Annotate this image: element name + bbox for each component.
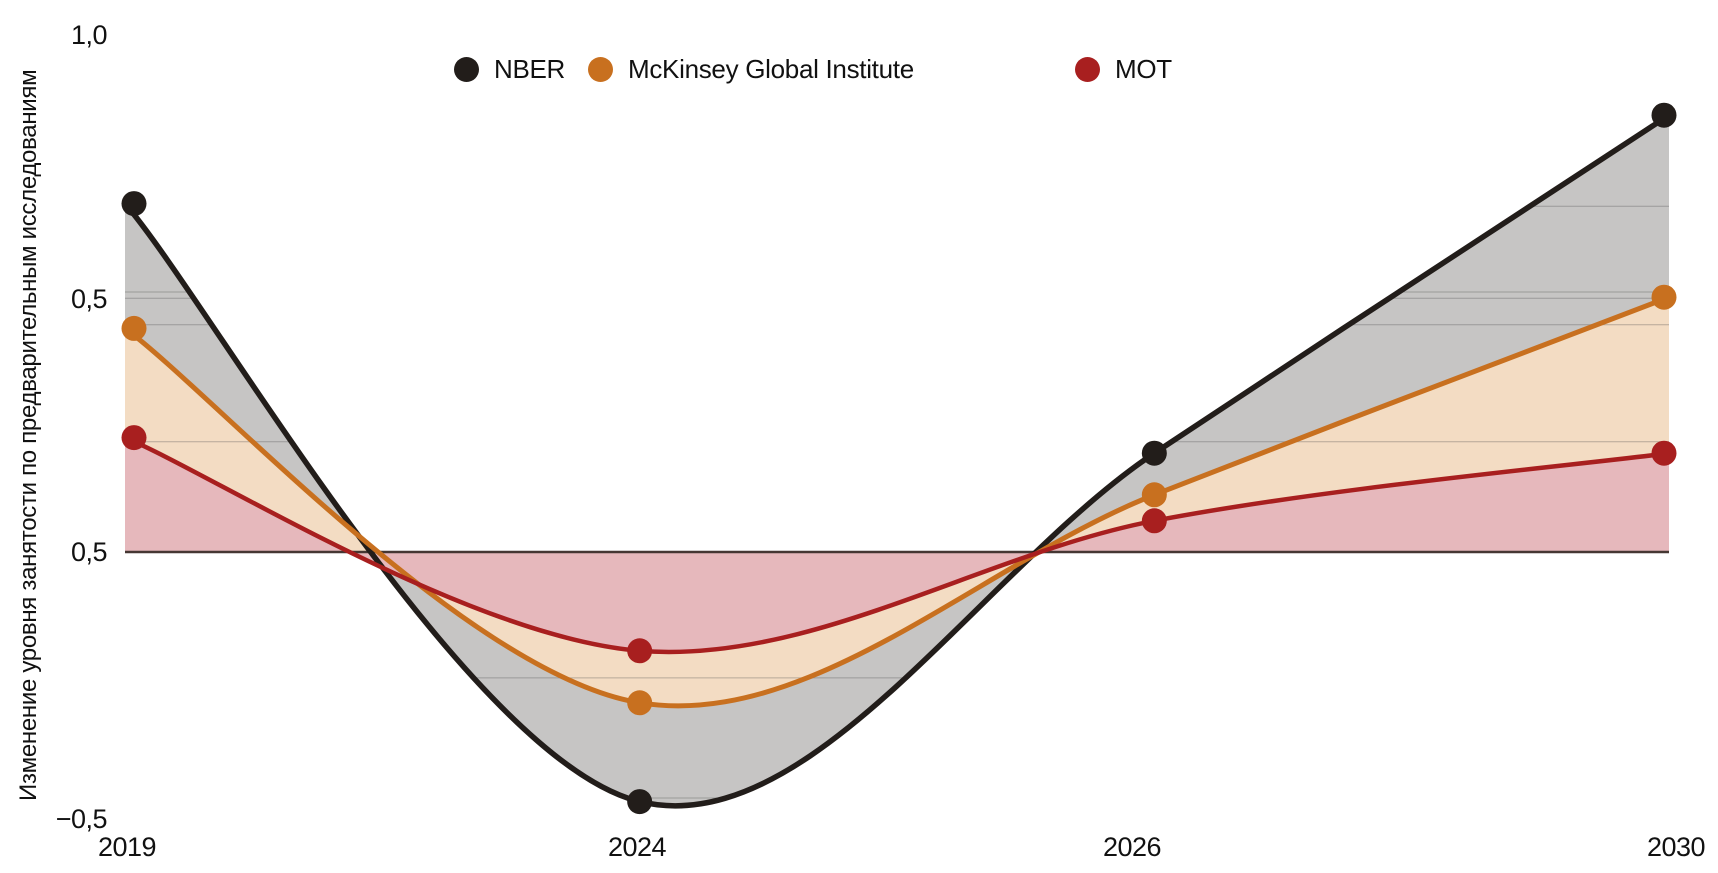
- point-mckinsey-2030: [1651, 284, 1677, 310]
- x-tick-2030: 2030: [1646, 832, 1706, 862]
- point-nber-2024: [627, 789, 653, 815]
- legend-label-mckinsey: McKinsey Global Institute: [628, 53, 914, 84]
- point-nber-2019: [121, 191, 147, 217]
- point-mckinsey-2026: [1141, 482, 1167, 508]
- x-tick-2019: 2019: [97, 832, 157, 862]
- point-mot-2019: [121, 425, 147, 451]
- point-mot-2026: [1141, 508, 1167, 534]
- point-mot-2030: [1651, 440, 1677, 466]
- y-tick-baseline: 0,5: [70, 537, 108, 567]
- mot-legend-dot-icon: [1075, 56, 1100, 82]
- area-mot: [125, 437, 1669, 652]
- point-nber-2026: [1141, 440, 1167, 466]
- series-line-mot: [122, 435, 1672, 655]
- legend-item-mot: МОТ: [1075, 53, 1172, 84]
- y-tick-1-0: 1,0: [70, 20, 108, 50]
- legend-item-mckinsey: McKinsey Global Institute: [588, 53, 914, 84]
- legend-item-nber: NBER: [454, 53, 566, 84]
- legend-label-mot: МОТ: [1115, 53, 1172, 84]
- x-tick-2026: 2026: [1102, 832, 1162, 862]
- point-mckinsey-2024: [627, 690, 653, 716]
- nber-legend-dot-icon: [454, 56, 479, 82]
- y-tick-0-5-upper: 0,5: [70, 284, 108, 314]
- mckinsey-legend-dot-icon: [588, 56, 613, 82]
- x-tick-2024: 2024: [607, 832, 667, 862]
- series-line-nber: [122, 112, 1672, 809]
- point-mckinsey-2019: [121, 315, 147, 341]
- series-line-mckinsey: [122, 294, 1672, 709]
- point-nber-2030: [1651, 102, 1677, 128]
- legend-label-nber: NBER: [494, 53, 566, 84]
- y-tick-minus-0-5: −0,5: [55, 804, 108, 834]
- point-mot-2024: [627, 638, 653, 664]
